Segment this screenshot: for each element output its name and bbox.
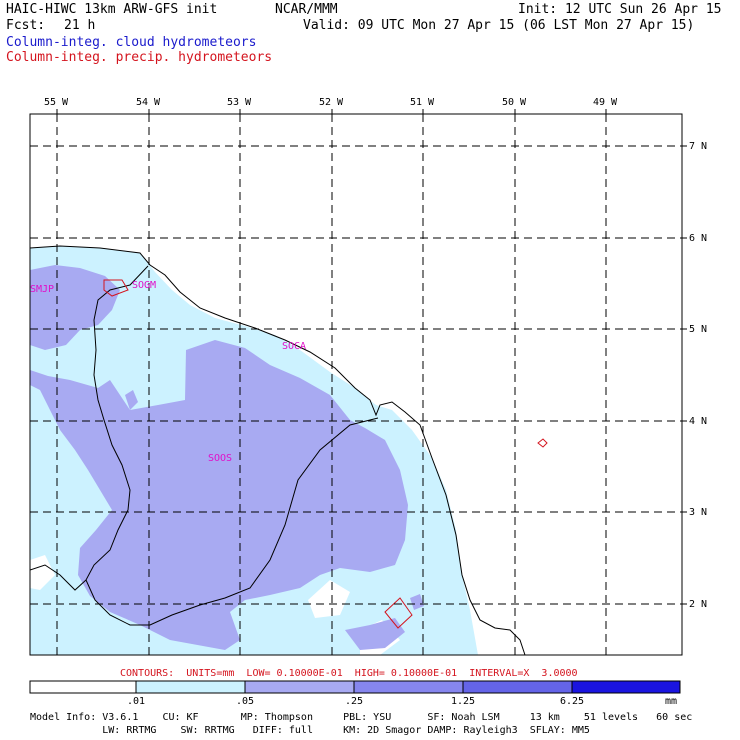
- colorbar-label-001: .01: [127, 696, 146, 707]
- precip-contour-2: [384, 597, 413, 629]
- station-soca: SOCA: [282, 341, 307, 352]
- footer-physics-info: LW: RRTMG SW: RRTMG DIFF: full KM: 2D Sm…: [30, 725, 590, 736]
- border-west: [30, 564, 87, 591]
- colorbar-label-005: .05: [236, 696, 255, 707]
- graticule: [30, 114, 682, 655]
- lon-label-51w: 51 W: [410, 97, 435, 108]
- init-label: Init: 12 UTC Sun 26 Apr 15: [518, 2, 722, 17]
- lat-label-4n: 4 N: [689, 416, 708, 427]
- cloud-fill-mid-4: [345, 618, 405, 650]
- colorbar: [29, 680, 681, 694]
- fcst-label: Fcst:: [6, 18, 46, 33]
- lon-label-53w: 53 W: [227, 97, 252, 108]
- precip-contour-3: [537, 438, 548, 448]
- lat-label-6n: 6 N: [689, 233, 708, 244]
- colorbar-label-625: 6.25: [560, 696, 585, 707]
- model-title: HAIC-HIWC 13km ARW-GFS init: [6, 2, 218, 17]
- valid-label: Valid: 09 UTC Mon 27 Apr 15 (06 LST Mon …: [303, 18, 695, 33]
- lat-label-3n: 3 N: [689, 507, 708, 518]
- cloud-fill-mid-3: [125, 390, 138, 410]
- colorbar-unit: mm: [665, 696, 678, 707]
- fcst-value: 21 h: [64, 18, 96, 33]
- hydrometeor-field: [30, 246, 478, 655]
- cloud-gap-4: [308, 580, 350, 618]
- lon-label-49w: 49 W: [593, 97, 618, 108]
- border-suriname-french-guiana: [85, 265, 379, 626]
- map-frame: [29, 113, 683, 656]
- station-sogm: SOGM: [132, 280, 157, 291]
- contours-info: CONTOURS: UNITS=mm LOW= 0.10000E-01 HIGH…: [120, 668, 578, 679]
- colorbar-label-025: .25: [345, 696, 364, 707]
- lat-label-2n: 2 N: [689, 599, 708, 610]
- precip-contours: [103, 279, 548, 629]
- cloud-fill-mid-2: [30, 265, 120, 350]
- tick-marks: [56, 109, 687, 605]
- lon-label-54w: 54 W: [136, 97, 161, 108]
- org-label: NCAR/MMM: [275, 2, 338, 17]
- precip-contour-1: [103, 279, 129, 297]
- cloud-fill-mid-5: [410, 594, 424, 610]
- footer-model-info: Model Info: V3.6.1 CU: KF MP: Thompson P…: [30, 712, 693, 723]
- lon-label-50w: 50 W: [502, 97, 527, 108]
- station-soos: SOOS: [208, 453, 233, 464]
- station-smjp: SMJP: [30, 284, 55, 295]
- coastline: [30, 245, 526, 655]
- lon-label-55w: 55 W: [44, 97, 69, 108]
- precip-field-label: Column-integ. precip. hydrometeors: [6, 50, 273, 65]
- cloud-gap-6: [30, 555, 55, 590]
- cloud-fill-mid: [30, 340, 408, 650]
- coastlines: [30, 245, 526, 655]
- colorbar-label-125: 1.25: [451, 696, 476, 707]
- cloud-field-label: Column-integ. cloud hydrometeors: [6, 35, 257, 50]
- lat-label-7n: 7 N: [689, 141, 708, 152]
- lon-label-52w: 52 W: [319, 97, 344, 108]
- lat-label-5n: 5 N: [689, 324, 708, 335]
